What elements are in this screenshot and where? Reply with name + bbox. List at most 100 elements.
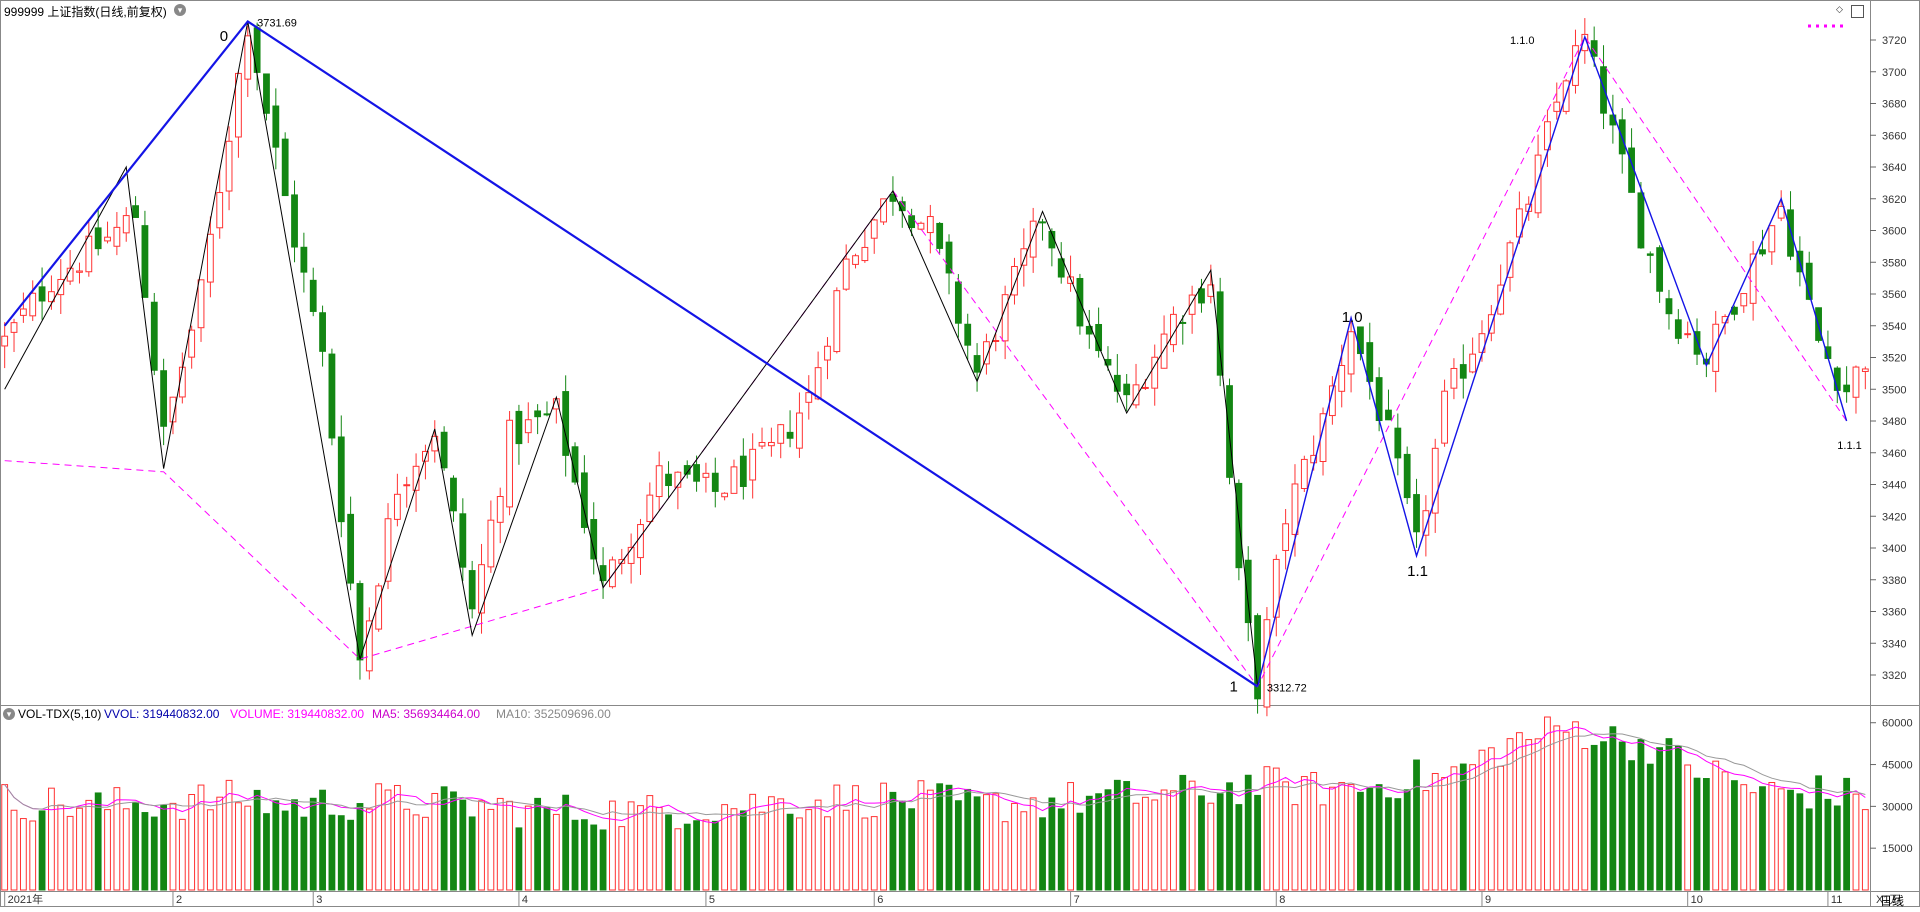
candle-body xyxy=(197,279,205,329)
candle-body xyxy=(1039,221,1046,224)
volume-tick-label: 60000 xyxy=(1882,718,1913,730)
candle-body xyxy=(1693,331,1701,355)
volume-bar xyxy=(852,785,859,891)
candle-body xyxy=(1674,319,1682,339)
volume-bar xyxy=(1151,799,1159,891)
volume-bar xyxy=(1328,786,1336,891)
price-tick-label: 3500 xyxy=(1882,384,1906,396)
candle-body xyxy=(1684,333,1692,336)
candle-body xyxy=(440,431,448,469)
candle-body xyxy=(543,413,551,416)
x-tick-label: 5 xyxy=(709,894,715,906)
candle-body xyxy=(1338,364,1346,392)
volume-bar xyxy=(524,805,532,891)
candle-body xyxy=(1805,262,1813,300)
volume-bar xyxy=(534,797,542,891)
candle-body xyxy=(337,436,345,523)
candle-body xyxy=(1235,482,1243,569)
volume-bar xyxy=(739,810,747,891)
vol-unit-label: X1万 xyxy=(1876,894,1901,906)
candle-body xyxy=(291,194,298,248)
price-tick-label: 3400 xyxy=(1882,543,1906,555)
volume-bar xyxy=(1422,790,1430,891)
volume-bar xyxy=(1104,789,1112,891)
volume-bar xyxy=(440,786,448,891)
volume-bar xyxy=(1001,821,1009,891)
volume-bar xyxy=(1618,741,1626,891)
x-tick-label: 2021年 xyxy=(8,892,43,906)
volume-bar xyxy=(506,800,513,891)
candle-body xyxy=(263,73,270,114)
price-tick-label: 3440 xyxy=(1882,480,1906,492)
volume-bar xyxy=(1515,732,1523,891)
volume-bar xyxy=(365,808,373,891)
volume-bar xyxy=(169,802,177,891)
x-tick-label: 9 xyxy=(1485,894,1491,906)
volume-bar xyxy=(197,784,205,891)
candle-body xyxy=(1544,121,1551,151)
volume-bar xyxy=(1609,726,1617,891)
candle-body xyxy=(824,345,831,361)
x-tick-label: 8 xyxy=(1279,894,1285,906)
candle-body xyxy=(1123,383,1131,396)
candle-body xyxy=(1403,453,1411,499)
volume-bar xyxy=(253,789,261,891)
volume-bar xyxy=(478,800,485,891)
wave-annotation: 3731.69 xyxy=(257,18,297,30)
candle-body xyxy=(19,308,27,316)
candle-body xyxy=(796,412,803,449)
volume-bar xyxy=(571,819,579,891)
volume-bar xyxy=(936,783,944,891)
candle-body xyxy=(954,281,962,324)
candle-body xyxy=(94,227,102,250)
vvol-label: VVOL: 319440832.00 xyxy=(104,707,220,721)
candle-body xyxy=(76,270,83,273)
candle-body xyxy=(1590,40,1598,57)
volume-bar xyxy=(908,808,916,891)
candle-body xyxy=(29,292,37,317)
volume-bar xyxy=(1095,793,1103,891)
period-tab[interactable]: 日线 xyxy=(1880,894,1905,908)
title-dropdown-icon[interactable]: ▾ xyxy=(174,4,186,16)
diamond-icon[interactable]: ◇ xyxy=(1834,4,1845,15)
price-tick-label: 3600 xyxy=(1882,226,1906,238)
price-tick-label: 3360 xyxy=(1882,607,1906,619)
wave-annotation: 0 xyxy=(220,28,228,45)
volume-bar xyxy=(954,800,962,891)
volume-bar xyxy=(1198,795,1205,891)
volume-bar xyxy=(973,796,981,891)
price-tick-label: 3700 xyxy=(1882,67,1906,79)
candle-body xyxy=(786,431,794,439)
volume-bar xyxy=(618,826,626,891)
volume-bar xyxy=(10,809,18,891)
ma10-label: MA10: 352509696.00 xyxy=(496,707,611,721)
volume-bar xyxy=(767,796,775,891)
volume-bar xyxy=(1777,788,1785,891)
volume-bar xyxy=(1179,774,1187,891)
window-toggle-icon[interactable] xyxy=(1851,5,1864,18)
candle-body xyxy=(1413,494,1420,533)
candle-body xyxy=(739,455,747,487)
wave-pink-dashed xyxy=(4,35,1848,688)
volume-bar xyxy=(552,813,560,891)
candle-body xyxy=(627,546,635,564)
candle-body xyxy=(534,410,542,418)
candle-body xyxy=(1777,205,1785,219)
wave-black xyxy=(4,21,1259,687)
volume-bar xyxy=(132,801,139,891)
volume-dropdown-icon[interactable]: ▾ xyxy=(3,708,15,720)
volume-bar xyxy=(431,792,439,891)
candle-body xyxy=(852,255,859,265)
candle-body xyxy=(1637,192,1645,249)
volume-bar xyxy=(777,798,785,891)
volume-bar xyxy=(384,789,392,891)
volume-bar xyxy=(805,809,813,891)
candle-body xyxy=(758,442,766,447)
volume-bar xyxy=(487,808,495,891)
candle-body xyxy=(992,339,1000,342)
wave-annotation: 1.1.1 xyxy=(1837,440,1861,452)
volume-bar xyxy=(281,810,289,891)
candle-body xyxy=(468,570,476,610)
volume-bar xyxy=(393,784,401,891)
volume-bar xyxy=(1684,764,1692,891)
